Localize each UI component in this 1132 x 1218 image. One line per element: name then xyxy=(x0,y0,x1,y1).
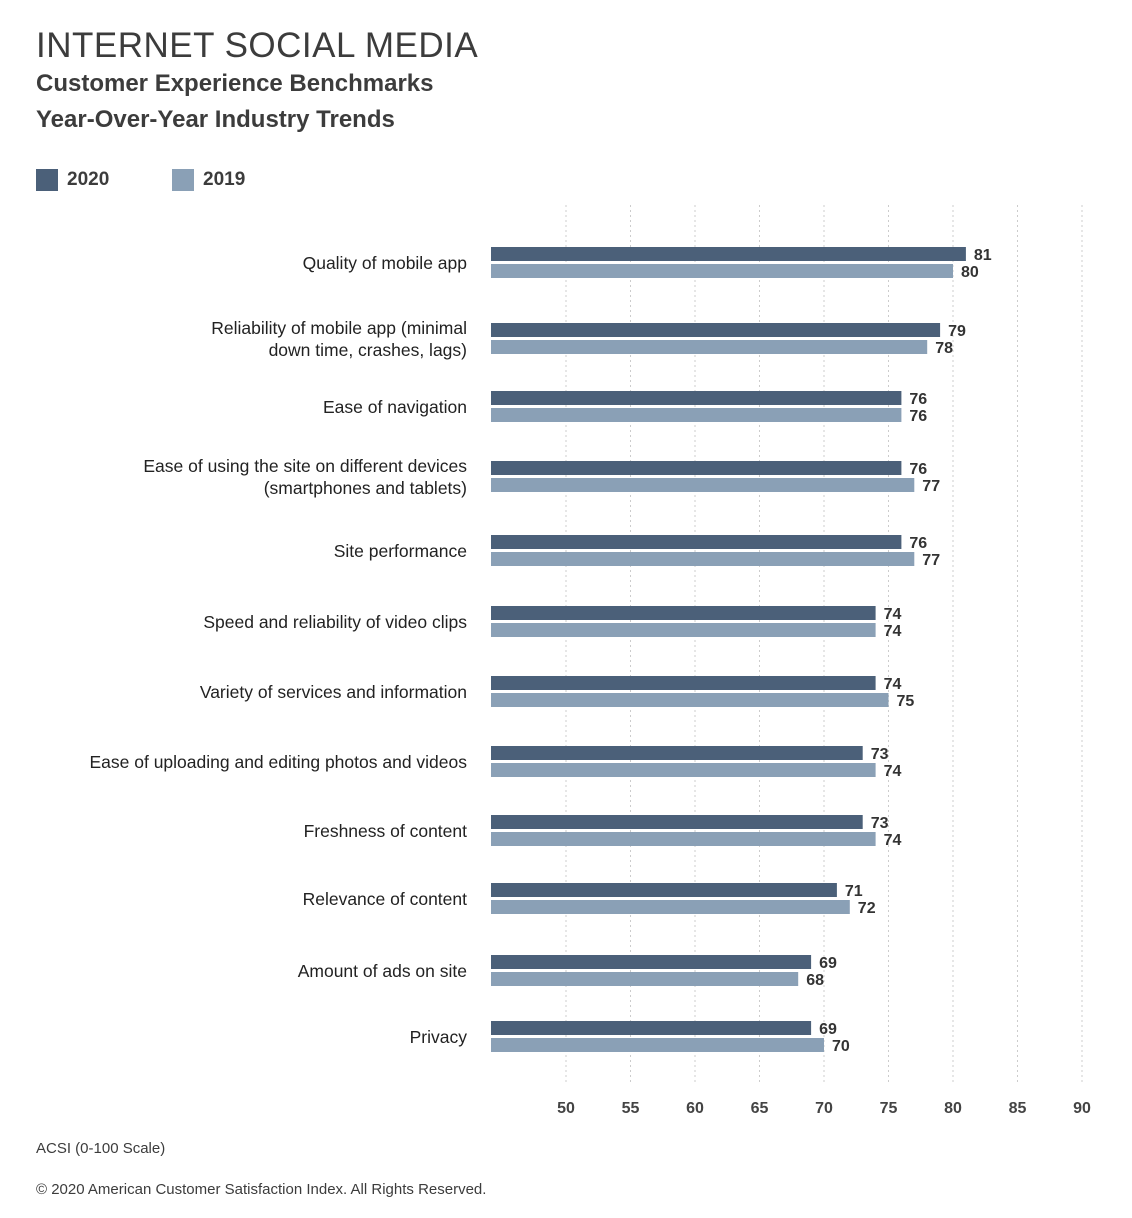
data-label-2020: 69 xyxy=(819,1021,837,1038)
category-label: Quality of mobile app xyxy=(303,253,467,273)
legend-item-2019: 2019 xyxy=(172,169,245,191)
category-label-line: Privacy xyxy=(410,1027,468,1047)
category-label: Ease of using the site on different devi… xyxy=(143,456,467,498)
bar-2020 xyxy=(491,391,902,405)
category-label: Privacy xyxy=(410,1027,468,1047)
category-label-line: Relevance of content xyxy=(303,889,468,909)
bar-2020 xyxy=(491,247,966,261)
data-label-2020: 81 xyxy=(974,247,992,264)
legend-swatch-2019 xyxy=(172,169,194,191)
category-label: Site performance xyxy=(334,541,467,561)
data-label-2019: 70 xyxy=(832,1038,850,1055)
x-tick-label-65: 65 xyxy=(751,1100,769,1117)
data-label-2019: 74 xyxy=(884,763,902,780)
data-label-2019: 77 xyxy=(922,552,940,569)
bar-2019 xyxy=(491,478,915,492)
bar-2019 xyxy=(491,693,889,707)
bar-2020 xyxy=(491,676,876,690)
data-label-2020: 73 xyxy=(871,746,889,763)
category-label-line: Freshness of content xyxy=(304,821,468,841)
x-tick-label-70: 70 xyxy=(815,1100,833,1117)
category-label: Relevance of content xyxy=(303,889,468,909)
data-label-2019: 76 xyxy=(909,408,927,425)
x-tick-label-55: 55 xyxy=(622,1100,640,1117)
data-label-2020: 69 xyxy=(819,955,837,972)
bar-2019 xyxy=(491,340,928,354)
legend-swatch-2020 xyxy=(36,169,58,191)
data-label-2019: 74 xyxy=(884,623,902,640)
data-label-2020: 76 xyxy=(909,535,927,552)
category-label: Speed and reliability of video clips xyxy=(203,612,467,632)
category-label-line: Ease of using the site on different devi… xyxy=(143,456,467,476)
bar-2019 xyxy=(491,264,953,278)
bar-2019 xyxy=(491,832,876,846)
category-label-line: Speed and reliability of video clips xyxy=(203,612,467,632)
data-label-2019: 68 xyxy=(806,972,824,989)
bar-2020 xyxy=(491,883,837,897)
bar-2020 xyxy=(491,606,876,620)
copyright-notice: © 2020 American Customer Satisfaction In… xyxy=(36,1181,487,1198)
category-label: Amount of ads on site xyxy=(298,961,467,981)
data-label-2019: 77 xyxy=(922,478,940,495)
bar-2020 xyxy=(491,323,941,337)
bar-2019 xyxy=(491,1038,824,1052)
data-label-2020: 76 xyxy=(909,461,927,478)
x-tick-label-85: 85 xyxy=(1009,1100,1027,1117)
category-label-line: Variety of services and information xyxy=(200,682,467,702)
legend-label-2019: 2019 xyxy=(203,169,246,190)
bar-2020 xyxy=(491,955,812,969)
x-tick-label-60: 60 xyxy=(686,1100,704,1117)
data-label-2020: 79 xyxy=(948,323,966,340)
chart-subtitle-line-1: Customer Experience Benchmarks xyxy=(36,70,434,97)
bar-2020 xyxy=(491,1021,812,1035)
x-tick-label-80: 80 xyxy=(944,1100,962,1117)
data-label-2020: 73 xyxy=(871,815,889,832)
x-tick-label-75: 75 xyxy=(880,1100,898,1117)
data-label-2020: 74 xyxy=(884,676,902,693)
category-label-line: Ease of uploading and editing photos and… xyxy=(89,752,467,772)
category-label: Reliability of mobile app (minimal down t… xyxy=(211,318,467,360)
bar-2019 xyxy=(491,763,876,777)
category-label-line: Quality of mobile app xyxy=(303,253,467,273)
bar-2019 xyxy=(491,900,850,914)
data-label-2019: 80 xyxy=(961,264,979,281)
chart-title: INTERNET SOCIAL MEDIA xyxy=(36,26,479,65)
data-label-2019: 75 xyxy=(897,693,915,710)
bar-2019 xyxy=(491,623,876,637)
legend-label-2020: 2020 xyxy=(67,169,110,190)
category-label: Freshness of content xyxy=(304,821,468,841)
data-label-2020: 71 xyxy=(845,883,863,900)
category-label-line: Amount of ads on site xyxy=(298,961,467,981)
category-label-line: Ease of navigation xyxy=(323,397,467,417)
bar-2020 xyxy=(491,815,863,829)
data-label-2019: 74 xyxy=(884,832,902,849)
bar-2019 xyxy=(491,552,915,566)
category-label-line: Reliability of mobile app (minimal xyxy=(211,318,467,338)
legend-item-2020: 2020 xyxy=(36,169,109,191)
category-label: Ease of uploading and editing photos and… xyxy=(89,752,467,772)
bar-2020 xyxy=(491,746,863,760)
bar-2020 xyxy=(491,535,902,549)
data-label-2020: 76 xyxy=(909,391,927,408)
bar-2020 xyxy=(491,461,902,475)
bar-2019 xyxy=(491,408,902,422)
category-label: Variety of services and information xyxy=(200,682,467,702)
data-label-2020: 74 xyxy=(884,606,902,623)
bar-2019 xyxy=(491,972,799,986)
x-tick-label-90: 90 xyxy=(1073,1100,1091,1117)
data-label-2019: 72 xyxy=(858,900,876,917)
category-label-line: down time, crashes, lags) xyxy=(269,340,467,360)
category-label-line: Site performance xyxy=(334,541,467,561)
category-label-line: (smartphones and tablets) xyxy=(264,478,467,498)
category-label: Ease of navigation xyxy=(323,397,467,417)
chart-subtitle-line-2: Year-Over-Year Industry Trends xyxy=(36,106,395,133)
bar-chart: 50 55 60 65 70 75 80 85 90 Quality of mobile app 8… xyxy=(89,205,1091,1117)
scale-note: ACSI (0-100 Scale) xyxy=(36,1140,166,1157)
data-label-2019: 78 xyxy=(935,340,953,357)
x-tick-label-50: 50 xyxy=(557,1100,575,1117)
